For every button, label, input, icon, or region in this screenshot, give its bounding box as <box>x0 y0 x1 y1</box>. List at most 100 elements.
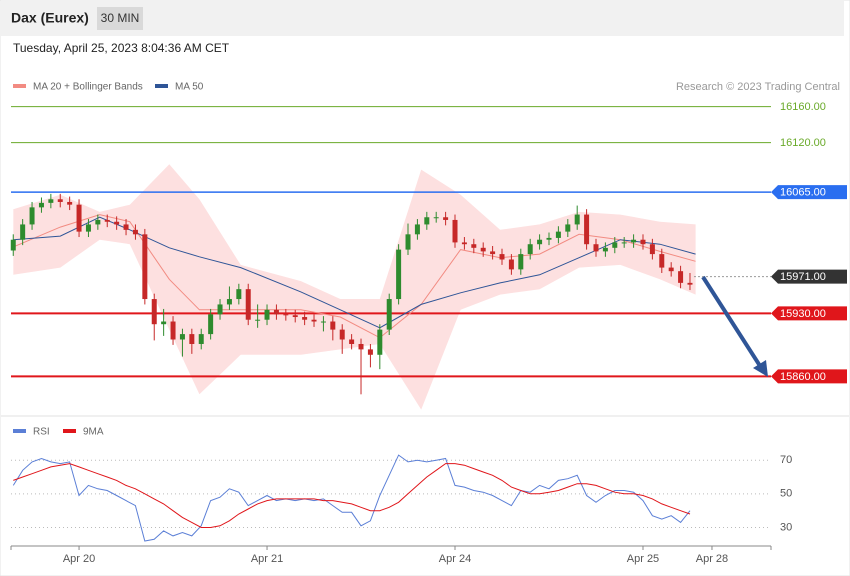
candle-body <box>584 214 590 245</box>
x-tick-label: Apr 28 <box>696 553 728 565</box>
timeframe[interactable]: 30 MIN <box>101 11 140 25</box>
candle-body <box>57 199 63 202</box>
candle-body <box>10 239 16 251</box>
candle-body <box>302 317 308 320</box>
instrument-title: Dax (Eurex) <box>11 10 89 26</box>
level-label-box <box>771 306 847 321</box>
x-tick-label: Apr 21 <box>251 553 283 565</box>
candle-body <box>67 201 73 205</box>
candle-body <box>20 224 26 240</box>
candle-body <box>132 229 138 235</box>
y-tick-label: 50 <box>780 488 792 500</box>
projection-arrowhead <box>753 360 768 377</box>
candle-body <box>161 321 167 325</box>
candle-body <box>687 282 693 285</box>
candle-body <box>555 231 561 238</box>
candle-body <box>198 334 204 344</box>
candle-body <box>245 289 251 320</box>
candle-body <box>612 242 618 248</box>
candle-body <box>508 259 514 270</box>
source: Research © 2023 Trading Central <box>676 81 840 93</box>
candle-body <box>114 221 120 225</box>
candle-body <box>443 217 449 220</box>
indicator-line <box>13 463 691 528</box>
candle-body <box>678 271 684 283</box>
candle-body <box>405 234 411 250</box>
candle-body <box>29 207 35 225</box>
candle-body <box>452 219 458 243</box>
candle-body <box>621 242 627 244</box>
candle-body <box>396 249 402 300</box>
x-tick-label: Apr 24 <box>439 553 471 565</box>
candle-body <box>499 254 505 260</box>
candle-body <box>471 244 477 248</box>
indicator-line <box>12 454 691 542</box>
level-label-box <box>771 185 847 200</box>
level-label: 15971.00 <box>780 271 826 283</box>
candle-body <box>565 224 571 232</box>
x-tick-label: Apr 20 <box>63 553 95 565</box>
candle-body <box>518 254 524 270</box>
level-label: 15860.00 <box>780 371 826 383</box>
candle-body <box>123 224 129 230</box>
candle-body <box>602 247 608 252</box>
candle-body <box>358 343 364 350</box>
candle-body <box>38 202 44 208</box>
level-label-box <box>771 269 847 284</box>
candle-body <box>48 199 54 203</box>
candle-body <box>631 239 637 243</box>
candle-body <box>424 217 430 225</box>
candle-body <box>490 251 496 255</box>
candle-body <box>367 349 373 355</box>
legend-swatch <box>13 84 26 88</box>
legend-swatch <box>63 429 76 433</box>
candle-body <box>527 244 533 255</box>
candle-body <box>189 334 195 344</box>
candle-body <box>226 299 232 305</box>
candle-body <box>537 239 543 245</box>
candle-body <box>283 314 289 316</box>
candle-body <box>593 244 599 252</box>
candle-body <box>151 299 157 325</box>
timeframe-box[interactable] <box>97 7 143 30</box>
candle-body <box>640 239 646 245</box>
candle-body <box>574 214 580 225</box>
candle-body <box>217 304 223 315</box>
bollinger-band <box>13 164 696 410</box>
candle-body <box>292 315 298 318</box>
candle-body <box>546 237 552 240</box>
candle-body <box>480 247 486 252</box>
candle-body <box>386 299 392 330</box>
candle-body <box>461 242 467 245</box>
candle-body <box>668 267 674 272</box>
candle-body <box>179 334 185 340</box>
candle-body <box>264 309 270 320</box>
x-tick-label: Apr 25 <box>627 553 659 565</box>
candle-body <box>104 219 110 222</box>
candle-body <box>95 219 101 225</box>
candle-body <box>85 224 91 232</box>
candle-body <box>76 204 82 232</box>
level-label: 15930.00 <box>780 308 826 320</box>
candle-body <box>236 289 242 300</box>
candle-body <box>320 321 326 323</box>
candle-body <box>649 244 655 255</box>
legend-swatch <box>13 429 26 433</box>
legend-label: MA 20 + Bollinger Bands <box>33 82 143 93</box>
candle-body <box>273 309 279 315</box>
candle-body <box>255 319 261 321</box>
candle-body <box>142 234 148 300</box>
candle-body <box>170 321 176 340</box>
candle-body <box>377 329 383 355</box>
level-label: 16065.00 <box>780 186 826 198</box>
legend-label: 9MA <box>83 427 104 438</box>
candle-body <box>414 224 420 235</box>
level-label: 16160.00 <box>780 101 826 113</box>
legend-swatch <box>155 84 168 88</box>
candle-body <box>311 319 317 322</box>
candle-body <box>659 254 665 268</box>
legend-label: RSI <box>33 427 50 438</box>
y-tick-label: 30 <box>780 521 792 533</box>
candle-body <box>433 217 439 219</box>
